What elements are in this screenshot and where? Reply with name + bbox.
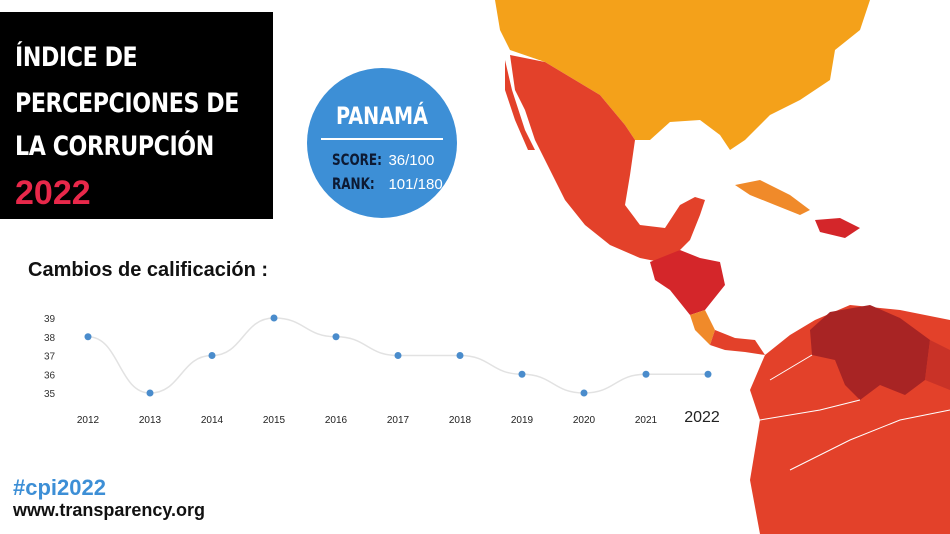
- data-point-2018: [456, 352, 464, 359]
- x-tick-label: 2019: [511, 415, 534, 426]
- x-tick-label: 2014: [201, 415, 224, 426]
- rank-value: 101/180: [388, 176, 443, 193]
- x-tick-label: 2021: [635, 415, 658, 426]
- map-baja: [505, 60, 535, 150]
- map-guyana: [925, 340, 950, 390]
- y-tick-label: 39: [44, 314, 56, 325]
- data-point-2021: [642, 370, 650, 378]
- hashtag: #cpi2022: [13, 475, 106, 500]
- score-line-chart: 35 36 37 38 39 2012 2013 2014 2015 2016 2017 2018 20…: [44, 314, 720, 426]
- map-central-america: [650, 250, 725, 315]
- country-badge: PANAMÁ SCORE: 36/100 RANK: 101/180: [307, 68, 457, 218]
- map-panama: [710, 330, 765, 355]
- map-usa: [495, 0, 870, 150]
- x-tick-label: 2020: [573, 415, 596, 426]
- x-tick-label: 2012: [77, 415, 100, 426]
- x-tick-label: 2017: [387, 415, 410, 426]
- y-tick-label: 38: [44, 333, 56, 344]
- data-point-2012: [84, 333, 92, 341]
- divider: [321, 138, 443, 140]
- title-line-3: LA CORRUPCIÓN: [15, 131, 214, 162]
- data-point-2020: [580, 389, 588, 397]
- data-point-2013: [146, 389, 154, 397]
- y-tick-label: 37: [44, 352, 56, 363]
- x-tick-label: 2016: [325, 415, 348, 426]
- title-year: 2022: [15, 174, 91, 212]
- map-venezuela: [810, 305, 930, 400]
- data-point-2016: [332, 333, 340, 341]
- rank-label: RANK:: [332, 174, 375, 193]
- title-line-2: PERCEPCIONES DE: [15, 88, 239, 119]
- data-point-2022: [704, 370, 712, 378]
- country-name: PANAMÁ: [335, 102, 429, 130]
- data-point-2019: [518, 370, 526, 378]
- map-costa-rica: [690, 310, 715, 345]
- data-point-2015: [270, 314, 278, 322]
- map-cuba: [735, 180, 810, 215]
- website-link[interactable]: www.transparency.org: [13, 500, 206, 520]
- score-value: 36/100: [388, 152, 435, 169]
- x-tick-label: 2015: [263, 415, 286, 426]
- series-line: [87, 317, 708, 394]
- title-box: ÍNDICE DE PERCEPCIONES DE LA CORRUPCIÓN …: [0, 12, 273, 219]
- x-tick-label: 2022: [684, 409, 720, 426]
- data-point-2014: [208, 352, 216, 359]
- x-tick-label: 2013: [139, 415, 162, 426]
- y-tick-label: 35: [44, 389, 56, 400]
- map-hispaniola: [815, 218, 860, 238]
- y-tick-label: 36: [44, 370, 56, 381]
- score-label: SCORE:: [332, 150, 382, 169]
- title-line-1: ÍNDICE DE: [15, 42, 138, 73]
- map-mexico: [510, 55, 705, 262]
- data-point-2017: [394, 352, 402, 359]
- x-tick-label: 2018: [449, 415, 472, 426]
- chart-subtitle: Cambios de calificación :: [28, 259, 269, 281]
- map-borders: [759, 354, 950, 471]
